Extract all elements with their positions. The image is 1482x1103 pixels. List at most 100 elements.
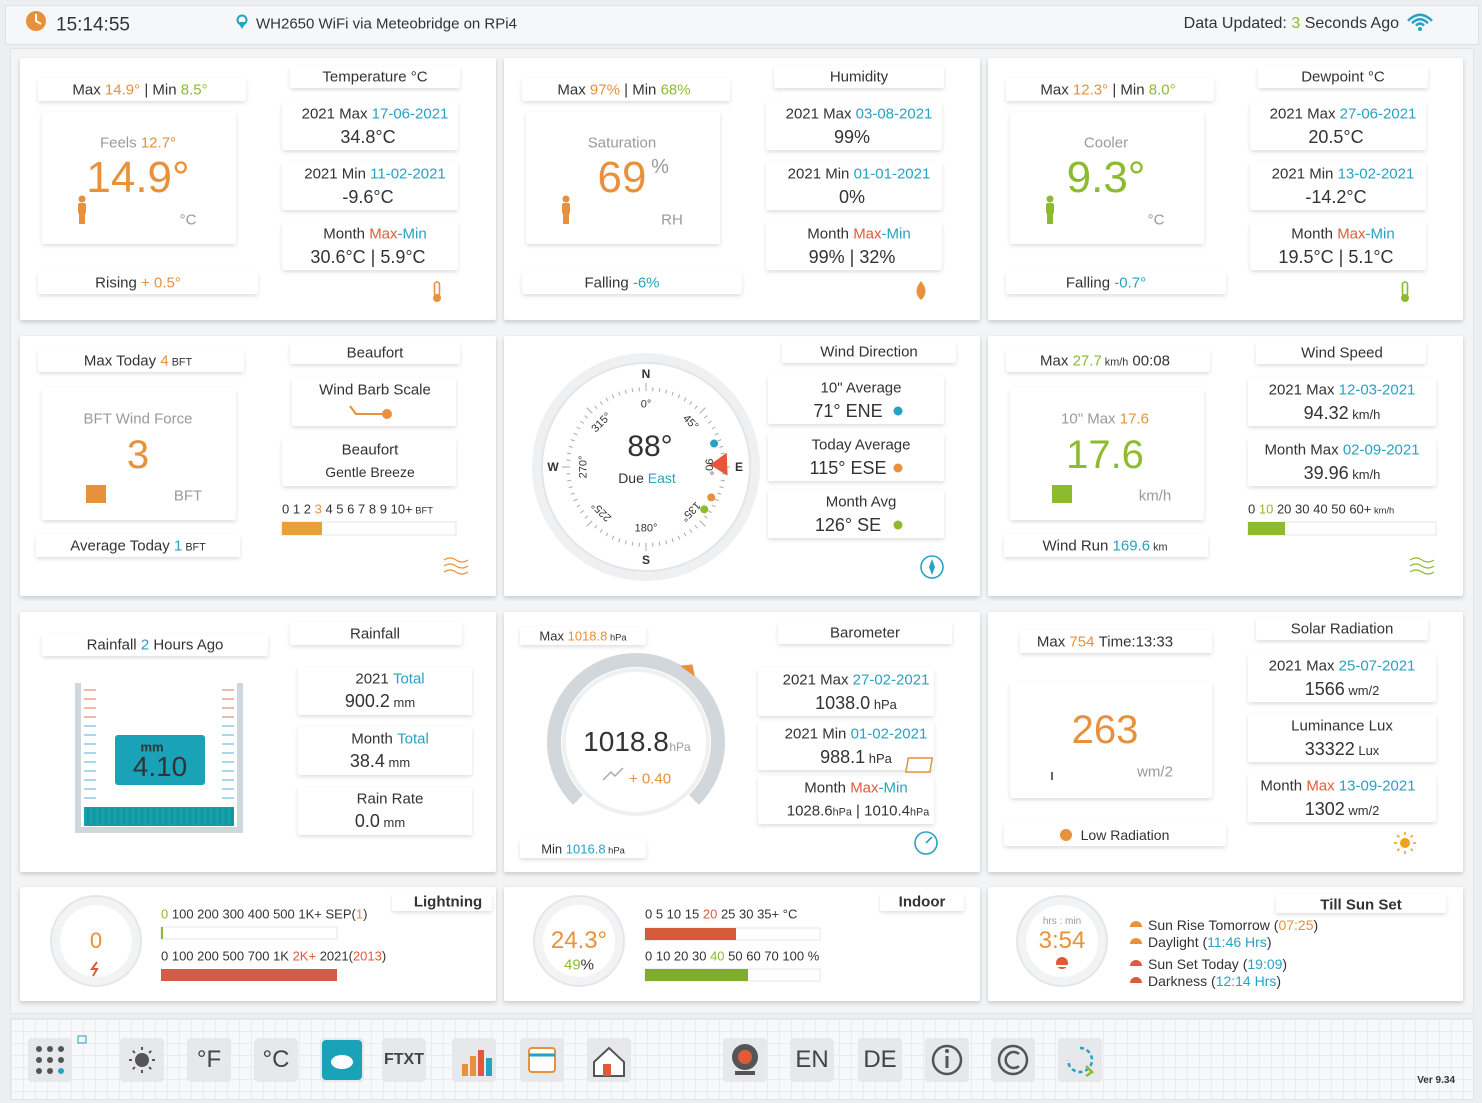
text-part: 2021 Min [1271,165,1334,183]
text-part: Max [1040,352,1069,370]
label-frame [1006,350,1210,372]
toolbar-button[interactable]: °F [187,1038,231,1082]
toolbar-button[interactable] [120,1038,164,1082]
label: 2021 Max 27-06-2021 [1270,107,1417,122]
text-part: 12-03-2021 [1338,381,1416,399]
label: 24.3° [550,927,608,954]
label-frame [880,893,964,911]
label-frame [768,376,944,424]
text-part: 0 [282,501,290,517]
text-part: Rising [95,274,137,292]
text-part: 11:46 Hrs [1207,934,1267,950]
text-part: 1566 [1304,679,1345,699]
label: Temperature °C [322,68,428,86]
text-part: 10 [1258,501,1274,517]
text-part: 2021 Max [782,671,849,689]
label: 1018.8 [583,726,669,757]
text-part: 0 5 10 15 [645,906,700,922]
text-part: 8.0° [1148,81,1176,99]
label: hPa [669,740,691,754]
text-part: Total [397,730,429,748]
toolbar-button[interactable]: °C [254,1038,298,1082]
text-part: -Min [1365,225,1395,243]
label: + 0.40 [628,770,672,788]
label: 270° [577,455,590,479]
toolbar-button[interactable] [28,1038,72,1082]
label-frame [292,378,456,426]
toolbar-button[interactable]: FTXT [382,1038,426,1082]
label: W [547,460,559,474]
toolbar-button[interactable] [320,1038,364,1082]
text-part: 126° [814,515,853,535]
label: Darkness (12:14 Hrs) [1148,974,1281,988]
label: Wind Speed [1301,344,1383,362]
text-part: East [647,470,676,486]
label: 263 [1071,708,1139,752]
label: 20.5°C [1308,127,1364,147]
text-part: 30 [1295,501,1310,517]
text-part: | Min [624,81,657,99]
label-frame [1258,66,1428,88]
label: 90° [702,458,715,476]
button-label: °F [196,1046,222,1073]
toolbar-button[interactable] [991,1038,1035,1082]
text-part: 17.6 [1119,410,1149,428]
text-part: km [1153,541,1168,554]
label: hrs : min [1042,916,1082,927]
label-frame [290,623,462,645]
text-part: 1 [355,906,364,922]
label-frame [522,272,742,294]
label: 1038.0 hPa [815,694,897,712]
label: Falling -0.7° [1066,276,1146,291]
text-part: ) [1266,934,1272,950]
text-part: Max [1036,633,1066,651]
label-frame [778,622,952,644]
label: 0 10 20 30 40 50 60+ km/h [1248,502,1394,515]
label: Lightning [413,893,483,911]
tile [42,388,236,520]
label: Month Total [351,732,429,747]
text-part: 2021 Min [304,165,366,183]
text-part: 94.32 [1303,403,1349,423]
label-frame [1006,79,1214,101]
toolbar-button[interactable] [1058,1038,1102,1082]
toolbar-button[interactable] [452,1038,496,1082]
text-part: 97% [589,81,620,99]
label: Max Today 4 BFT [84,354,192,369]
label: Luminance Lux [1291,717,1393,735]
label: Till Sun Set [1320,896,1402,914]
text-part: Month [804,779,846,797]
text-part: 27-02-2021 [852,671,930,689]
toolbar-button[interactable]: DE [858,1038,902,1082]
label-frame [1256,342,1426,364]
toolbar-button[interactable] [520,1038,564,1082]
text-part: 40 [1313,501,1328,517]
text-part: 50 60 70 100 % [728,948,820,964]
text-part: 03-08-2021 [855,105,933,123]
label: Cooler [1084,136,1128,151]
label: -9.6°C [342,187,394,207]
label: 0 100 200 500 700 1K 2K+ 2021(2013) [161,950,386,963]
label: Sun Rise Tomorrow (07:25) [1148,918,1318,932]
label: WH2650 WiFi via Meteobridge on RPi4 [256,15,517,33]
label: Sun Set Today (19:09) [1148,957,1287,971]
toolbar-button[interactable] [925,1038,969,1082]
label: 0 100 200 300 400 500 1K+ SEP(1) [161,908,367,921]
text-part: hPa [868,751,892,766]
text-part: -Min [878,779,908,797]
toolbar-button[interactable] [723,1038,767,1082]
toolbar-button[interactable] [587,1038,631,1082]
text-part: ) [1276,973,1282,989]
label: 49% [564,958,594,973]
label: 10" Average [820,379,902,397]
text-part: 988.1 [820,747,866,767]
text-part: 07:25 [1278,917,1314,933]
toolbar-button[interactable]: EN [790,1038,834,1082]
label: Ver 9.34 [1417,1075,1455,1086]
text-part: Max [850,779,879,797]
label: Daylight (11:46 Hrs) [1148,935,1271,949]
text-part: 1 [292,501,301,517]
text-part: Total [392,670,425,688]
